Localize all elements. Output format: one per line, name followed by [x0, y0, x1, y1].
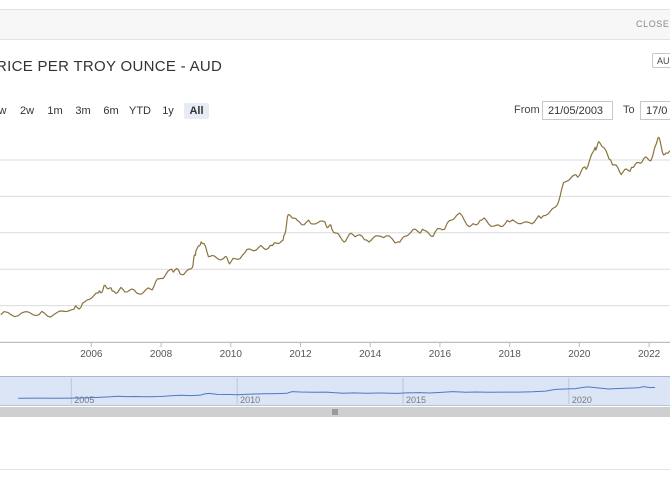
chart-title: RICE PER TROY OUNCE - AUD	[0, 58, 223, 75]
range-button-2w[interactable]: 2w	[16, 103, 38, 119]
range-button-1w[interactable]: w	[0, 103, 9, 119]
navigator-series-line	[18, 386, 656, 399]
navigator-series	[18, 386, 656, 399]
chart-series	[0, 136, 670, 318]
navigator-selected-range[interactable]	[0, 376, 670, 406]
navigator-tick-label: 2015	[406, 395, 426, 405]
range-button-ytd[interactable]: YTD	[129, 105, 151, 117]
close-chart-link[interactable]: CLOSE CHART	[636, 19, 670, 29]
range-button-1m[interactable]: 1m	[44, 103, 66, 119]
x-tick-label: 2018	[499, 349, 522, 360]
range-button-3m[interactable]: 3m	[72, 103, 94, 119]
scrollbar-grip-icon[interactable]	[332, 409, 338, 415]
navigator-tick-label: 2005	[74, 395, 94, 405]
bottom-divider	[0, 469, 670, 470]
from-date-input[interactable]: 21/05/2003	[542, 101, 613, 120]
x-tick-label: 2022	[638, 349, 661, 360]
chart-gridlines	[0, 159, 670, 343]
range-button-all[interactable]: All	[184, 103, 209, 119]
x-tick-label: 2010	[220, 349, 243, 360]
x-tick-label: 2016	[429, 349, 452, 360]
x-tick-label: 2008	[150, 349, 173, 360]
price-line-chart[interactable]: 2006 2008 2010 2012 2014 2016 2018 2020 2022	[0, 130, 670, 366]
chart-x-axis: 2006 2008 2010 2012 2014 2016 2018 2020 2022	[0, 342, 670, 360]
chart-header-bar: CLOSE CHART	[0, 9, 670, 40]
x-tick-label: 2014	[359, 349, 382, 360]
x-tick-label: 2020	[568, 349, 591, 360]
navigator-ticks: 2005 2010 2015 2020	[70, 378, 592, 405]
range-button-1y[interactable]: 1y	[158, 103, 178, 119]
from-date-label: From	[514, 104, 540, 116]
to-date-input[interactable]: 17/0	[640, 101, 670, 120]
price-series-line[interactable]	[0, 136, 670, 318]
x-tick-label: 2006	[80, 349, 103, 360]
x-tick-label: 2012	[289, 349, 312, 360]
currency-selector[interactable]: AUD	[652, 53, 670, 68]
to-date-label: To	[623, 104, 635, 116]
range-button-6m[interactable]: 6m	[100, 103, 122, 119]
navigator-tick-label: 2010	[240, 395, 260, 405]
range-navigator[interactable]: 2005 2010 2015 2020	[0, 376, 670, 418]
navigator-tick-label: 2020	[572, 395, 592, 405]
